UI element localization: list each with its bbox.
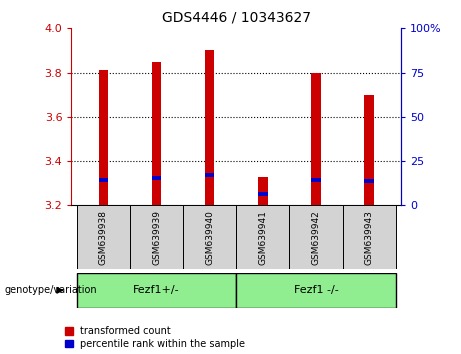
Bar [152, 176, 161, 179]
Bar [205, 51, 214, 205]
Bar [236, 273, 396, 308]
Bar [258, 177, 268, 205]
Title: GDS4446 / 10343627: GDS4446 / 10343627 [162, 10, 311, 24]
Legend: transformed count, percentile rank within the sample: transformed count, percentile rank withi… [65, 326, 245, 349]
Bar [77, 273, 236, 308]
Bar [205, 173, 214, 177]
Text: GSM639940: GSM639940 [205, 210, 214, 265]
Text: GSM639943: GSM639943 [365, 210, 374, 265]
Text: Fezf1+/-: Fezf1+/- [133, 285, 180, 295]
Text: GSM639942: GSM639942 [312, 210, 320, 264]
Bar [258, 192, 268, 196]
Bar [99, 70, 108, 205]
Bar [130, 205, 183, 269]
Bar [311, 73, 321, 205]
Text: GSM639938: GSM639938 [99, 210, 108, 265]
Text: Fezf1 -/-: Fezf1 -/- [294, 285, 338, 295]
Bar [364, 179, 374, 183]
Bar [343, 205, 396, 269]
Bar [77, 205, 130, 269]
Bar [311, 178, 321, 182]
Text: genotype/variation: genotype/variation [5, 285, 97, 295]
Bar [364, 95, 374, 205]
Bar [236, 205, 290, 269]
Bar [152, 62, 161, 205]
Text: GSM639941: GSM639941 [258, 210, 267, 265]
Bar [183, 205, 236, 269]
Bar [290, 205, 343, 269]
Bar [99, 178, 108, 182]
Text: GSM639939: GSM639939 [152, 210, 161, 265]
